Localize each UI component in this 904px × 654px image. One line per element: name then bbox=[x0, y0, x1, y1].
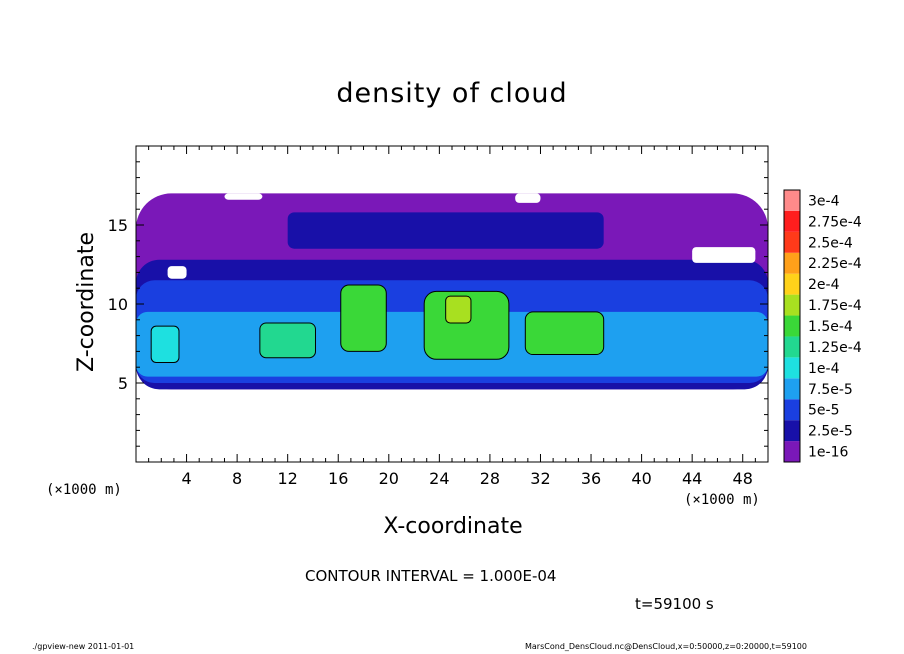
colorbar-swatch-3 bbox=[784, 378, 800, 400]
contour-line-5 bbox=[150, 325, 180, 363]
colorbar-label-1: 2.5e-5 bbox=[808, 424, 853, 440]
contour-line-6 bbox=[259, 322, 316, 359]
x-tick-label-32: 32 bbox=[530, 469, 550, 488]
cloud-region-10 bbox=[445, 296, 471, 323]
contour-interval-text: CONTOUR INTERVAL = 1.000E-04 bbox=[305, 567, 557, 585]
colorbar-label-11: 2.75e-4 bbox=[808, 214, 862, 230]
colorbar-swatch-1 bbox=[784, 420, 800, 442]
colorbar-swatch-8 bbox=[784, 273, 800, 295]
cloud-region-6 bbox=[259, 322, 316, 358]
colorbar-label-3: 7.5e-5 bbox=[808, 382, 853, 398]
clear-patch-3 bbox=[515, 193, 541, 203]
colorbar-swatch-5 bbox=[784, 336, 800, 358]
x-unit-left: (×1000 m) bbox=[46, 482, 122, 498]
x-unit-right: (×1000 m) bbox=[684, 492, 760, 508]
cloud-region-2 bbox=[287, 212, 604, 249]
x-tick-label-48: 48 bbox=[733, 469, 753, 488]
x-tick-label-36: 36 bbox=[581, 469, 601, 488]
x-tick-label-20: 20 bbox=[379, 469, 399, 488]
colorbar-swatch-4 bbox=[784, 357, 800, 379]
colorbar-swatch-10 bbox=[784, 231, 800, 253]
x-tick-label-24: 24 bbox=[429, 469, 449, 488]
x-tick-label-44: 44 bbox=[682, 469, 702, 488]
clear-patch-0 bbox=[224, 193, 263, 200]
x-axis-label: X-coordinate bbox=[383, 514, 523, 539]
colorbar-swatch-9 bbox=[784, 252, 800, 274]
colorbar-label-9: 2.25e-4 bbox=[808, 256, 862, 272]
x-tick-label-4: 4 bbox=[181, 469, 191, 488]
clear-patch-1 bbox=[692, 247, 756, 263]
colorbar-label-7: 1.75e-4 bbox=[808, 298, 862, 314]
y-tick-label-10: 10 bbox=[108, 295, 128, 314]
colorbar-swatch-11 bbox=[784, 210, 800, 232]
contour-line-8 bbox=[423, 290, 510, 360]
colorbar-label-0: 1e-16 bbox=[808, 445, 848, 461]
colorbar-label-10: 2.5e-4 bbox=[808, 235, 853, 251]
contour-line-9 bbox=[524, 311, 605, 356]
time-label: t=59100 s bbox=[635, 595, 714, 613]
clear-patch-2 bbox=[167, 266, 187, 279]
colorbar-swatch-7 bbox=[784, 294, 800, 316]
colorbar-label-4: 1e-4 bbox=[808, 361, 840, 377]
x-tick-label-8: 8 bbox=[232, 469, 242, 488]
contour-line-7 bbox=[340, 284, 387, 352]
colorbar-label-5: 1.25e-4 bbox=[808, 340, 862, 356]
cloud-region-5 bbox=[151, 326, 179, 363]
cloud-region-9 bbox=[525, 311, 604, 355]
x-tick-label-16: 16 bbox=[328, 469, 348, 488]
colorbar-label-6: 1.5e-4 bbox=[808, 319, 853, 335]
x-tick-label-28: 28 bbox=[480, 469, 500, 488]
y-tick-label-15: 15 bbox=[108, 216, 128, 235]
colorbar-label-8: 2e-4 bbox=[808, 277, 840, 293]
colorbar-swatch-2 bbox=[784, 399, 800, 421]
contour-line-10 bbox=[445, 295, 472, 324]
colorbar-label-2: 5e-5 bbox=[808, 403, 839, 419]
chart-title: density of cloud bbox=[336, 78, 568, 109]
x-tick-label-40: 40 bbox=[631, 469, 651, 488]
colorbar-swatch-12 bbox=[784, 190, 800, 211]
colorbar-frame bbox=[783, 189, 801, 463]
cloud-region-7 bbox=[340, 285, 387, 352]
y-tick-label-5: 5 bbox=[118, 374, 128, 393]
y-axis-label: Z-coordinate bbox=[74, 232, 99, 372]
colorbar-label-12: 3e-4 bbox=[808, 193, 840, 209]
colorbar-swatch-0 bbox=[784, 441, 800, 462]
footer-source: MarsCond_DensCloud.nc@DensCloud,x=0:5000… bbox=[525, 642, 807, 651]
colorbar-swatch-6 bbox=[784, 315, 800, 337]
footer-command: ./gpview-new 2011-01-01 bbox=[32, 642, 135, 651]
x-tick-label-12: 12 bbox=[278, 469, 298, 488]
